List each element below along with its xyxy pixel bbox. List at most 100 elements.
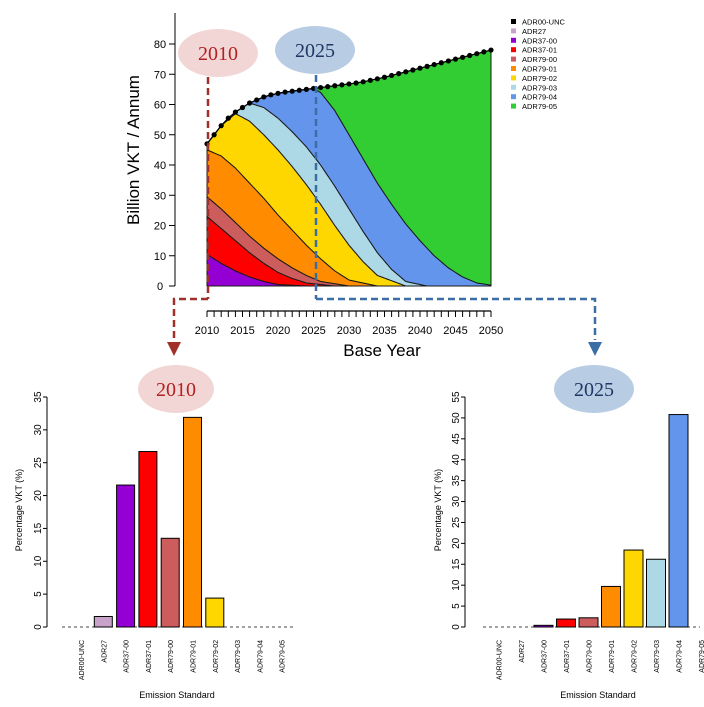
y-tick-label: 20 (451, 537, 462, 549)
total-point (318, 85, 323, 90)
total-point (226, 116, 231, 121)
total-point (212, 132, 217, 137)
category-label: ADR79-05 (699, 640, 704, 673)
total-point (219, 123, 224, 128)
legend-swatch (511, 28, 516, 33)
total-point (382, 75, 387, 80)
x-tick-label: 2050 (479, 325, 503, 337)
callout-2010-label: 2010 (198, 43, 238, 65)
y-tick-label: 25 (33, 457, 44, 469)
y-tick-label: 0 (157, 281, 163, 293)
y-tick-label: 20 (154, 221, 166, 233)
total-point (467, 53, 472, 58)
x-tick-label: 2030 (337, 325, 361, 337)
bar-chart-2010-title: 2010 (156, 379, 196, 401)
legend-entry: ADR37-01 (522, 46, 557, 55)
legend-swatch (511, 94, 516, 99)
y-tick-label: 15 (451, 558, 462, 570)
bar-adr79-02 (624, 550, 643, 627)
total-point (332, 83, 337, 88)
bar-adr37-01 (139, 452, 157, 627)
category-label: ADR79-01 (191, 640, 198, 673)
bar-adr79-00 (161, 538, 179, 627)
total-point (474, 51, 479, 56)
legend-entry: ADR00-UNC (522, 18, 566, 27)
legend-entry: ADR37-00 (522, 36, 557, 45)
category-label: ADR37-01 (564, 640, 571, 673)
y-tick-label: 45 (451, 433, 462, 445)
category-label: ADR79-03 (235, 640, 242, 673)
y-tick-label: 10 (154, 251, 166, 263)
legend-swatch (511, 66, 516, 71)
total-point (375, 76, 380, 81)
callout-2010-top: 2010 (178, 29, 258, 77)
category-label: ADR79-01 (609, 640, 616, 673)
total-point (240, 105, 245, 110)
y-tick-label: 0 (33, 624, 44, 630)
legend-swatch (511, 85, 516, 90)
y-tick-label: 15 (33, 522, 44, 534)
bar-chart-2010-x-label: Emission Standard (139, 690, 215, 700)
bar-adr79-01 (602, 586, 621, 627)
x-tick-label: 2040 (408, 325, 432, 337)
bar-chart-2010-y-label: Percentage VKT (%) (14, 469, 24, 551)
category-label: ADR79-04 (257, 640, 264, 673)
total-point (275, 91, 280, 96)
bar-adr37-00 (117, 485, 135, 627)
total-point (254, 97, 259, 102)
y-tick-label: 30 (33, 424, 44, 436)
total-point (346, 81, 351, 86)
total-point (361, 79, 366, 84)
category-label: ADR37-00 (124, 640, 131, 673)
total-point (417, 66, 422, 71)
total-point (481, 49, 486, 54)
total-point (488, 47, 493, 52)
total-point (283, 89, 288, 94)
total-point (446, 58, 451, 63)
bar-adr79-02 (206, 598, 224, 627)
y-tick-label: 0 (451, 624, 462, 630)
bar-chart-2025-bars (534, 415, 688, 627)
callout-2025-label: 2025 (295, 40, 335, 62)
category-label: ADR37-00 (542, 640, 549, 673)
category-label: ADR00-UNC (79, 640, 86, 680)
total-point (368, 78, 373, 83)
bar-adr79-00 (579, 618, 598, 627)
category-label: ADR27 (519, 640, 526, 663)
y-tick-label: 60 (154, 100, 166, 112)
category-label: ADR00-UNC (497, 640, 504, 680)
arrowhead-2025 (588, 342, 602, 356)
y-tick-label: 35 (33, 391, 44, 403)
total-point (432, 62, 437, 67)
category-label: ADR37-01 (146, 640, 153, 673)
y-tick-label: 40 (451, 454, 462, 466)
y-tick-label: 25 (451, 516, 462, 528)
y-tick-label: 50 (154, 130, 166, 142)
x-tick-label: 2015 (230, 325, 254, 337)
y-tick-label: 40 (154, 160, 166, 172)
bar-chart-2010-category-labels: ADR00-UNC ADR27 ADR37-00 ADR37-01 ADR79-00 AD… (79, 640, 287, 680)
x-tick-label: 2025 (301, 325, 325, 337)
legend-entry: ADR79-01 (522, 65, 557, 74)
callout-2025-top: 2025 (275, 26, 355, 74)
x-tick-label: 2020 (266, 325, 290, 337)
legend-swatch (511, 19, 516, 24)
category-label: ADR79-00 (168, 640, 175, 673)
total-point (304, 87, 309, 92)
total-point (247, 100, 252, 105)
y-tick-label: 80 (154, 39, 166, 51)
category-label: ADR79-02 (632, 640, 639, 673)
y-tick-label: 5 (451, 603, 462, 609)
category-label: ADR79-05 (280, 640, 287, 673)
total-point (403, 69, 408, 74)
y-tick-label: 30 (154, 190, 166, 202)
arrowhead-2010 (167, 342, 181, 356)
top-y-axis-label: Billion VKT / Annum (124, 75, 143, 225)
legend-entry: ADR79-05 (522, 102, 557, 111)
category-label: ADR27 (101, 640, 108, 663)
total-point (297, 88, 302, 93)
legend-swatch (511, 38, 516, 43)
